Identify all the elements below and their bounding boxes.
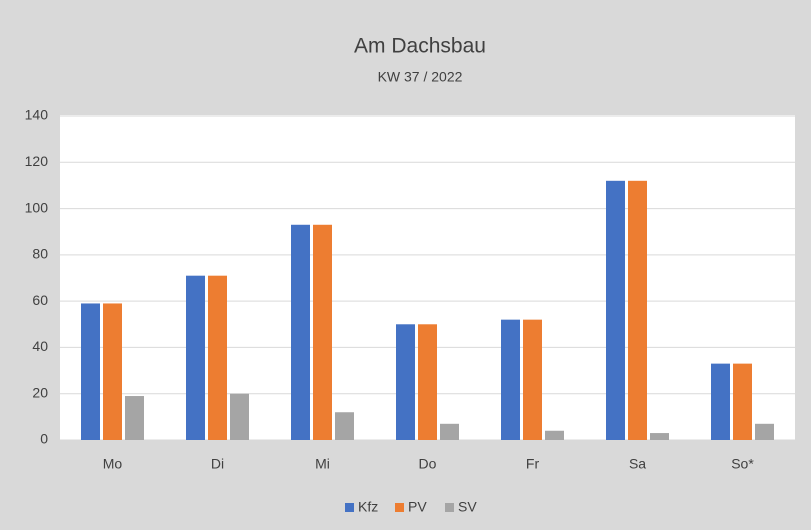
y-tick-label: 80 xyxy=(32,246,48,262)
legend-label: PV xyxy=(408,499,427,515)
legend-swatch xyxy=(445,503,454,512)
y-tick-label: 40 xyxy=(32,338,48,354)
x-tick-label: So* xyxy=(731,456,754,472)
bar xyxy=(125,396,144,440)
y-tick-label: 0 xyxy=(40,431,48,447)
chart-subtitle: KW 37 / 2022 xyxy=(378,69,463,85)
bar xyxy=(396,324,415,440)
bar xyxy=(523,319,542,440)
bar xyxy=(418,324,437,440)
bar xyxy=(81,303,100,440)
x-tick-label: Mi xyxy=(315,456,330,472)
bar xyxy=(313,224,332,440)
legend-swatch xyxy=(345,503,354,512)
x-tick-label: Sa xyxy=(629,456,646,472)
y-tick-label: 60 xyxy=(32,292,48,308)
y-tick-label: 20 xyxy=(32,384,48,400)
x-tick-label: Fr xyxy=(526,456,540,472)
bar xyxy=(711,363,730,440)
y-tick-label: 100 xyxy=(25,199,49,215)
bar xyxy=(545,430,564,440)
y-tick-label: 120 xyxy=(25,153,49,169)
y-tick-label: 140 xyxy=(25,107,49,123)
bar xyxy=(606,180,625,441)
bar xyxy=(230,393,249,440)
bar xyxy=(501,319,520,440)
x-tick-label: Mo xyxy=(103,456,123,472)
x-tick-label: Di xyxy=(211,456,224,472)
bar xyxy=(291,224,310,440)
bar xyxy=(440,423,459,440)
bar xyxy=(335,412,354,440)
bar xyxy=(103,303,122,440)
bar xyxy=(208,275,227,440)
bar xyxy=(755,423,774,440)
legend-swatch xyxy=(395,503,404,512)
bar xyxy=(650,433,669,440)
legend-label: Kfz xyxy=(358,499,378,515)
chart-title: Am Dachsbau xyxy=(354,35,486,58)
bar xyxy=(733,363,752,440)
legend-label: SV xyxy=(458,499,477,515)
x-tick-label: Do xyxy=(419,456,437,472)
bar xyxy=(186,275,205,440)
bar xyxy=(628,180,647,441)
